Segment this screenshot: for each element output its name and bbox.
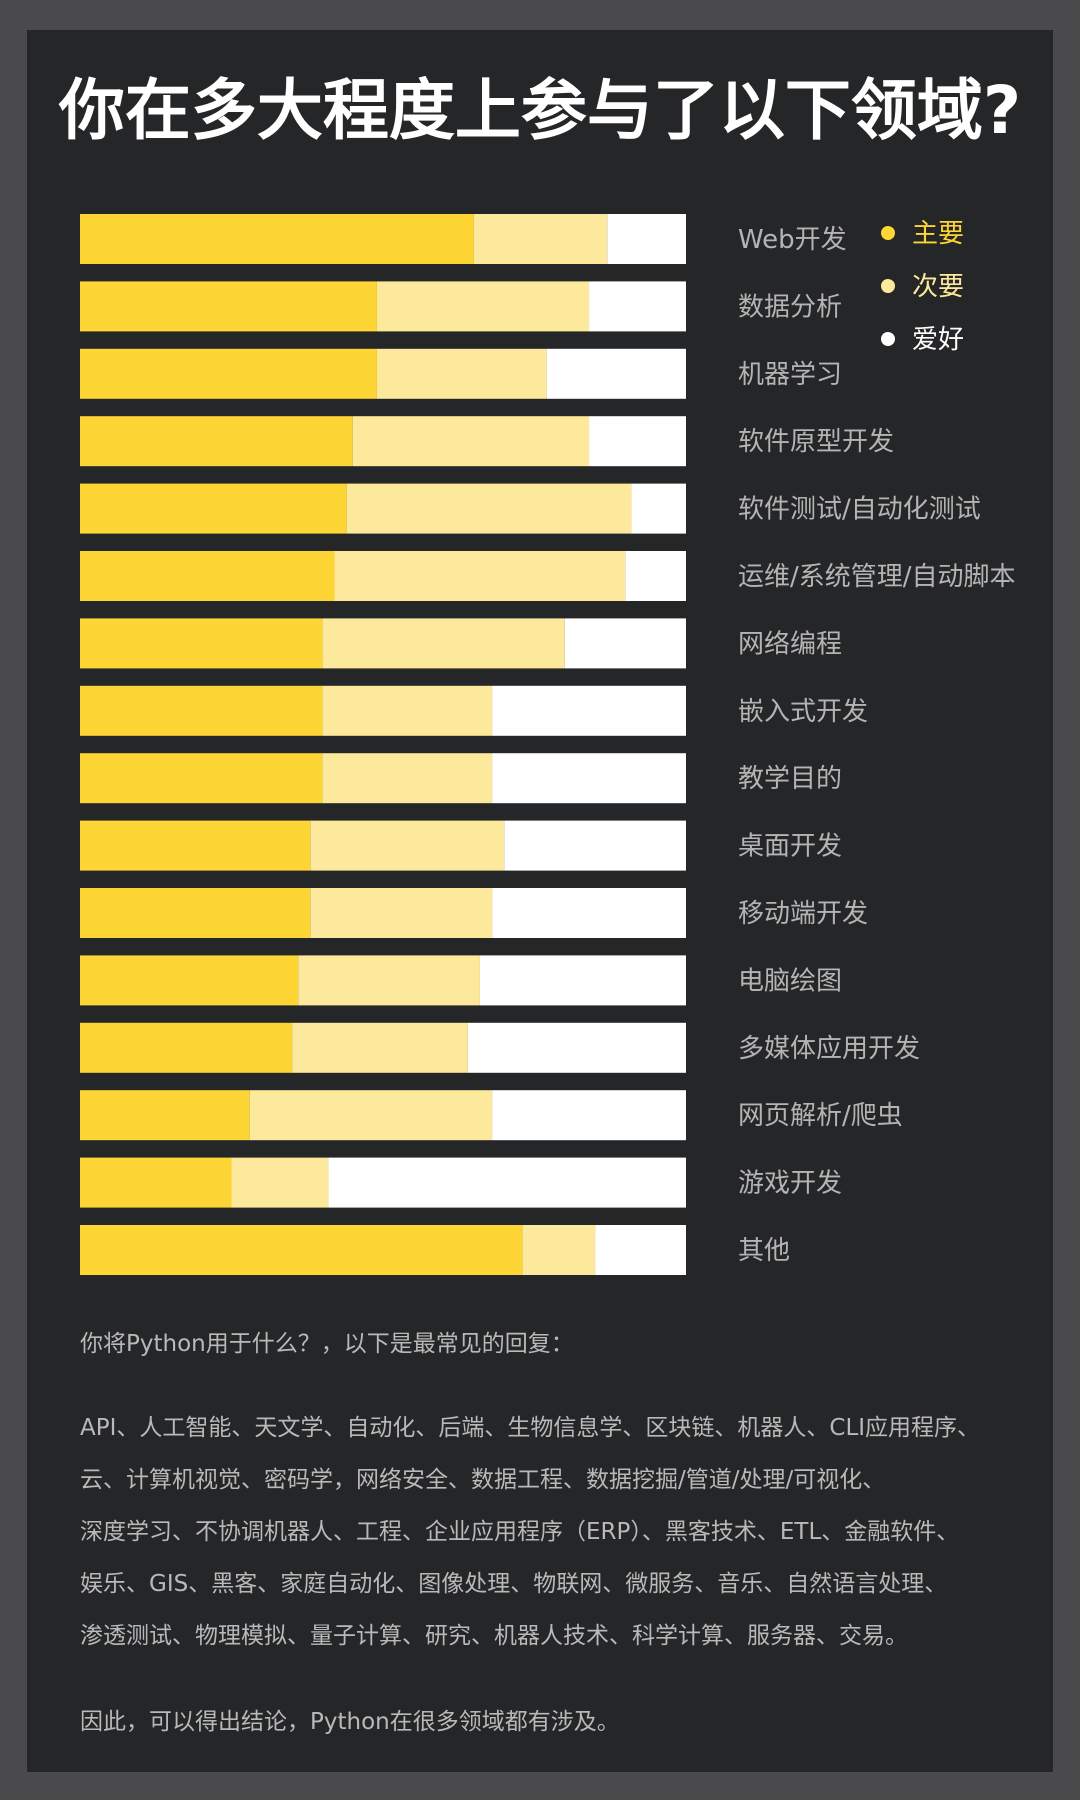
bar-segment: [522, 1225, 596, 1275]
bar-segment: [467, 1022, 686, 1073]
category-label: 机器学习: [738, 360, 842, 390]
bar-segment: [589, 416, 686, 467]
bar-segment: [322, 685, 493, 736]
category-label: Web开发: [738, 225, 847, 255]
bar-segment: [492, 1090, 686, 1141]
bar-segment: [473, 214, 608, 264]
bar-segment: [298, 955, 480, 1006]
bar-segment: [322, 753, 493, 804]
bar-segment: [352, 416, 590, 467]
bar-segment: [80, 1225, 523, 1275]
bar-segment: [492, 685, 686, 736]
conclusion-text: 因此，可以得出结论，Python在很多领域都有涉及。: [80, 1709, 620, 1735]
intro-text: 你将Python用于什么？，以下是最常见的回复：: [80, 1331, 574, 1357]
usage-list-line: 娱乐、GIS、黑客、家庭自动化、图像处理、物联网、微服务、音乐、自然语言处理、: [80, 1571, 948, 1597]
bar-segment: [80, 483, 347, 534]
bar-segment: [328, 1157, 686, 1208]
bar-segment: [564, 618, 686, 669]
category-label: 网页解析/爬虫: [738, 1101, 903, 1131]
bar-segment: [492, 753, 686, 804]
bar-segment: [80, 214, 474, 264]
bar-segment: [292, 1022, 468, 1073]
bar-segment: [80, 416, 353, 467]
stacked-bar-chart: Web开发数据分析机器学习软件原型开发软件测试/自动化测试运维/系统管理/自动脚…: [80, 214, 1016, 1275]
category-label: 桌面开发: [738, 832, 842, 862]
bar-segment: [589, 281, 686, 332]
bar-segment: [322, 618, 565, 669]
usage-list: API、人工智能、天文学、自动化、后端、生物信息学、区块链、机器人、CLI应用程…: [80, 1402, 1040, 1662]
bar-segment: [80, 820, 311, 871]
bar-segment: [607, 214, 686, 264]
usage-list-line: 渗透测试、物理模拟、量子计算、研究、机器人技术、科学计算、服务器、交易。: [80, 1623, 908, 1649]
bar-segment: [504, 820, 686, 871]
bar-segment: [80, 1022, 293, 1073]
bar-segment: [310, 888, 493, 938]
bar-segment: [631, 483, 686, 534]
category-label: 移动端开发: [738, 899, 868, 929]
category-label: 运维/系统管理/自动脚本: [738, 562, 1016, 592]
bar-segment: [80, 685, 323, 736]
bar-segment: [310, 820, 505, 871]
category-label: 数据分析: [738, 292, 842, 322]
bar-segment: [546, 348, 686, 399]
category-label: 其他: [738, 1236, 790, 1266]
usage-list-line: 云、计算机视觉、密码学，网络安全、数据工程、数据挖掘/管道/处理/可视化、: [80, 1467, 886, 1493]
bar-segment: [80, 753, 323, 804]
bar-segment: [231, 1157, 329, 1208]
category-label: 电脑绘图: [738, 966, 842, 996]
legend-dot-icon: [881, 279, 895, 293]
category-label: 教学目的: [738, 764, 842, 794]
category-label: 游戏开发: [738, 1169, 842, 1199]
legend-label: 次要: [912, 272, 964, 302]
bar-segment: [625, 551, 686, 601]
category-label: 多媒体应用开发: [738, 1034, 920, 1064]
bar-segment: [80, 348, 377, 399]
bar-segment: [346, 483, 632, 534]
category-label: 软件原型开发: [738, 427, 894, 457]
legend-label: 爱好: [912, 325, 964, 355]
bar-segment: [80, 1090, 250, 1141]
legend-label: 主要: [912, 219, 964, 249]
bar-segment: [376, 281, 590, 332]
category-label: 软件测试/自动化测试: [738, 495, 981, 525]
page-title: 你在多大程度上参与了以下领域?: [58, 72, 1022, 149]
bar-segment: [80, 955, 299, 1006]
bar-segment: [334, 551, 626, 601]
bar-segment: [80, 618, 323, 669]
bar-segment: [595, 1225, 686, 1275]
bar-segment: [479, 955, 686, 1006]
bar-segment: [80, 551, 335, 601]
bar-segment: [492, 888, 686, 938]
bar-segment: [80, 888, 311, 938]
bar-segment: [376, 348, 547, 399]
usage-list-line: API、人工智能、天文学、自动化、后端、生物信息学、区块链、机器人、CLI应用程…: [80, 1415, 981, 1441]
bar-segment: [249, 1090, 493, 1141]
bar-segment: [80, 1157, 232, 1208]
legend-dot-icon: [881, 332, 895, 346]
usage-list-line: 深度学习、不协调机器人、工程、企业应用程序（ERP）、黑客技术、ETL、金融软件…: [80, 1519, 960, 1545]
category-label: 网络编程: [738, 629, 842, 659]
bar-segment: [80, 281, 377, 332]
category-label: 嵌入式开发: [738, 697, 868, 727]
legend-dot-icon: [881, 226, 895, 240]
